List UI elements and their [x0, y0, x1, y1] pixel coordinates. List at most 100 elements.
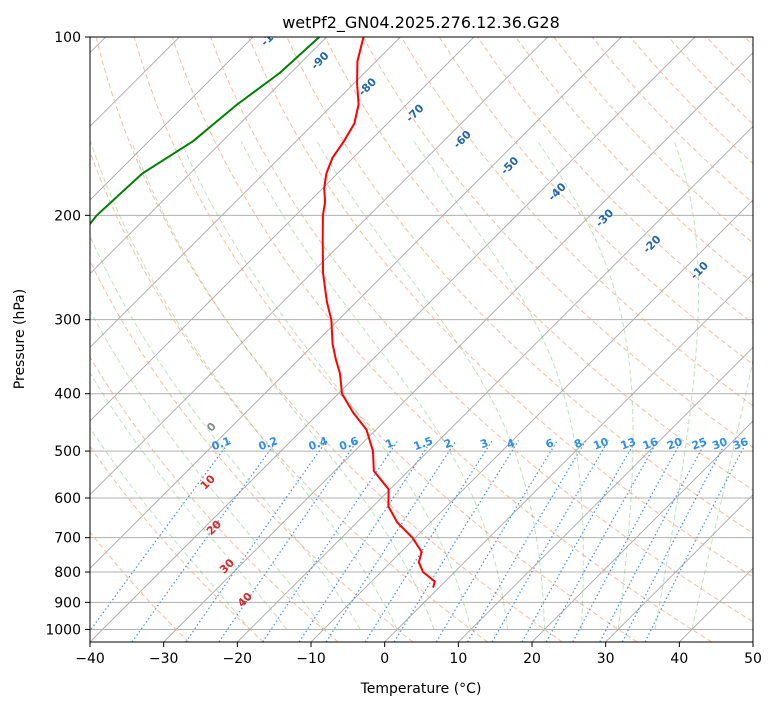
isotherm-line [90, 37, 328, 275]
mixing-ratio-label: 13 [619, 435, 638, 452]
dry-adiabat [90, 445, 264, 642]
x-axis-title: Temperature (°C) [360, 681, 482, 697]
moist-adiabat [240, 141, 509, 630]
moist-adiabat [131, 141, 435, 630]
mixing-ratio-line [262, 440, 399, 642]
mixing-ratio-line [325, 440, 457, 642]
isotherm-line [90, 37, 475, 422]
x-tick-label: −30 [149, 651, 179, 667]
moist-adiabat [654, 141, 699, 630]
dry-adiabat [400, 37, 753, 407]
mixing-ratio-line [90, 440, 231, 632]
mixing-ratio-label: 30 [710, 435, 729, 453]
isotherm-line [752, 641, 753, 642]
mixing-ratio-label: 0.6 [338, 434, 361, 453]
moist-adiabat [90, 427, 251, 630]
moist-adiabat [90, 371, 288, 630]
y-axis-title: Pressure (hPa) [12, 289, 28, 389]
mixing-ratio-line [644, 440, 748, 642]
isotherm-line [90, 37, 254, 201]
isotherm-line [90, 37, 549, 496]
moist-adiabat [180, 141, 472, 630]
isotherm-line [236, 125, 753, 642]
dry-adiabat [90, 150, 488, 642]
dry-adiabat [438, 37, 753, 366]
isotherm-line [531, 420, 753, 642]
y-tick-label: 800 [54, 565, 81, 581]
mixing-ratio-label: 6 [544, 436, 556, 451]
mixing-ratio-line [393, 440, 520, 642]
dry-adiabat [171, 37, 712, 642]
y-tick-label: 700 [54, 531, 81, 547]
isoline-layer [90, 37, 753, 642]
x-tick-label: 40 [670, 651, 688, 667]
isotherm-line [605, 493, 753, 642]
plot-background [90, 37, 753, 642]
dry-adiabat [90, 259, 414, 642]
x-tick-label: −20 [223, 651, 253, 667]
x-tick-label: 0 [380, 651, 389, 667]
mixing-ratio-label: 1 [384, 436, 396, 451]
chart-title: wetPf2_GN04.2025.276.12.36.G28 [282, 13, 560, 33]
dry-adiabat [210, 37, 753, 623]
y-tick-label: 400 [54, 387, 81, 403]
isotherm-line [384, 272, 753, 642]
mixing-ratio-label: 4 [505, 436, 517, 451]
isotherm-line [90, 37, 401, 349]
y-tick-label: 1000 [45, 622, 81, 638]
moist-adiabat [90, 235, 361, 630]
mixing-ratio-label: 25 [690, 435, 709, 452]
y-tick-label: 500 [54, 444, 81, 460]
mixing-ratio-label: 10 [592, 435, 611, 453]
dry-adiabat [95, 37, 563, 642]
dry-adiabat [515, 37, 753, 284]
y-tick-label: 600 [54, 491, 81, 507]
x-tick-label: −10 [296, 651, 326, 667]
y-tick-label: 900 [54, 595, 81, 611]
y-tick-label: 200 [54, 208, 81, 224]
mixing-ratio-line [491, 440, 609, 642]
mixing-ratio-label: 0.1 [210, 434, 233, 453]
isotherm-line [90, 37, 696, 642]
moist-adiabat [90, 141, 398, 630]
mixing-ratio-label: 1.5 [412, 434, 435, 453]
mixing-ratio-line [131, 440, 278, 642]
mixing-ratio-line [185, 440, 328, 642]
mixing-ratio-label: 0.4 [307, 434, 330, 453]
mixing-ratio-label: 2 [442, 436, 454, 451]
mixing-ratio-line [435, 440, 558, 642]
mixing-ratio-label: 20 [665, 435, 684, 453]
plot-frame [89, 36, 754, 643]
temperature-profile-line [321, 37, 436, 588]
moist-adiabat [691, 358, 753, 630]
moist-adiabat [90, 309, 324, 630]
mixing-ratio-line [521, 440, 637, 642]
dry-adiabat [133, 37, 638, 642]
mixing-ratio-line [364, 440, 493, 642]
dry-adiabat [324, 37, 753, 491]
mixing-ratio-line [545, 440, 659, 642]
isotherm-line [90, 37, 622, 570]
dry-adiabat [90, 531, 190, 642]
mixing-ratio-line [298, 440, 432, 642]
profile-layer [90, 37, 436, 588]
mixing-ratio-label: 16 [641, 435, 660, 453]
y-tick-label: 300 [54, 313, 81, 329]
dry-adiabat-label: -100 [258, 20, 287, 49]
mixing-ratio-label: 0.2 [257, 434, 280, 453]
dewpoint-profile-line [90, 37, 320, 226]
axes-layer: −40 −30 −20 −10 0 10 20 30 40 5010020030040050060… [45, 30, 762, 667]
x-tick-label: 10 [449, 651, 467, 667]
mixing-ratio-line [466, 440, 587, 642]
x-tick-label: 30 [597, 651, 615, 667]
x-tick-label: −40 [75, 651, 105, 667]
dry-adiabat [90, 356, 339, 642]
isotherm-line [457, 346, 753, 642]
x-tick-label: 50 [744, 651, 762, 667]
mixing-ratio-label: 3 [478, 436, 490, 451]
x-tick-label: 20 [523, 651, 541, 667]
grid-layer [90, 37, 753, 642]
y-tick-label: 100 [54, 30, 81, 46]
dry-adiabat [248, 37, 753, 578]
